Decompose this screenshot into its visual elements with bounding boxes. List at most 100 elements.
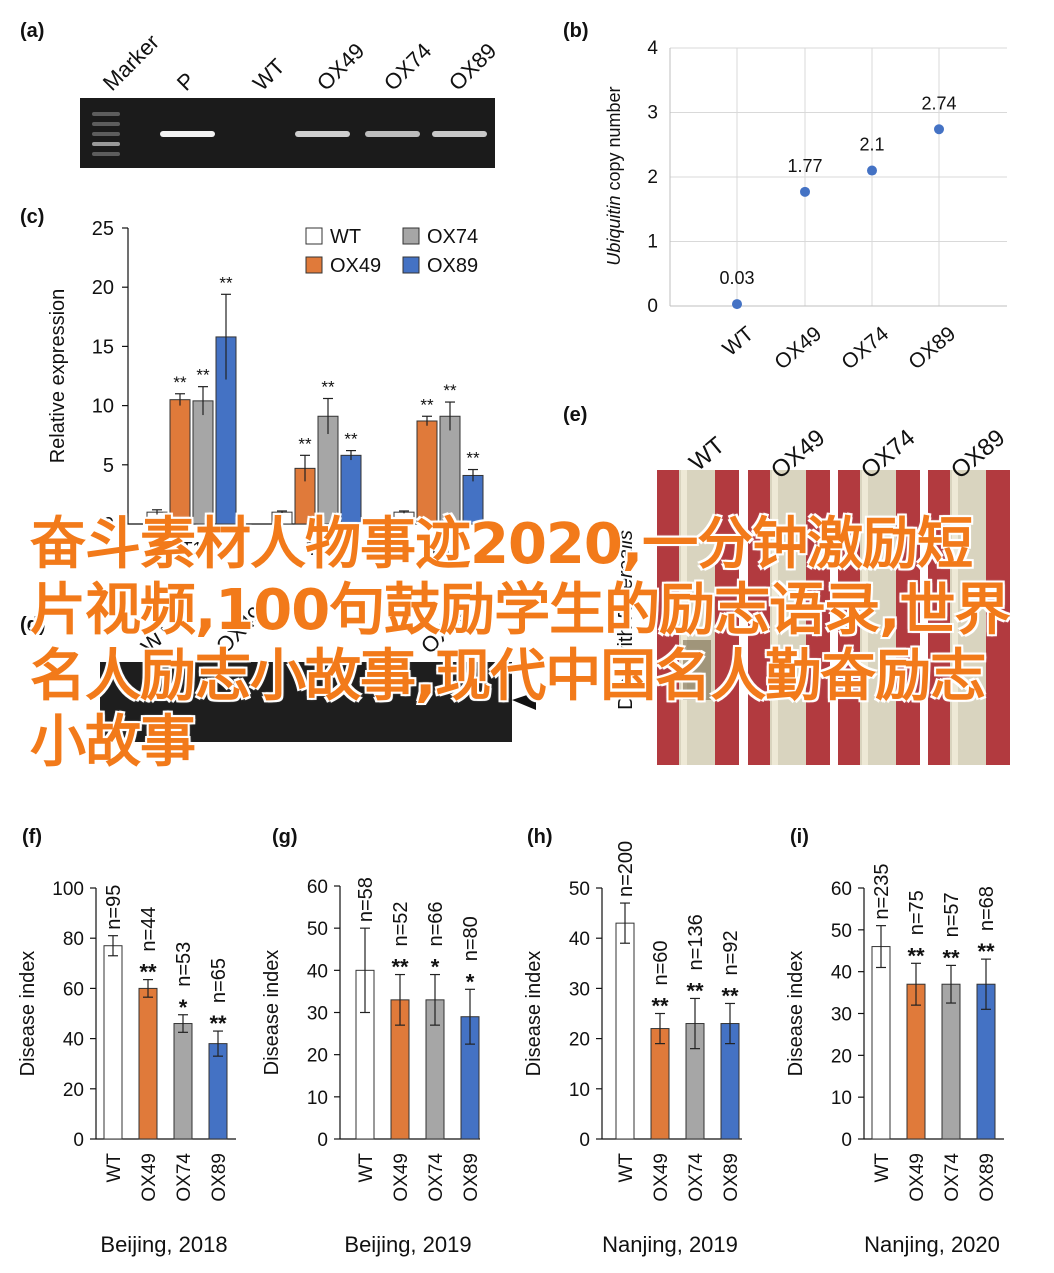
- significance-mark-small: *: [466, 969, 475, 994]
- gel-lane-label: OX89: [444, 38, 501, 95]
- significance-mark-small: **: [686, 978, 704, 1003]
- bar-small: [650, 1028, 670, 1140]
- x-tick-label-small: OX74: [426, 1153, 447, 1202]
- panel-h-label: (h): [527, 826, 553, 848]
- y-axis-label-small: Disease index: [785, 951, 807, 1077]
- significance-mark-c: **: [443, 381, 457, 400]
- significance-mark-small: **: [907, 943, 925, 968]
- x-tick-label-small: OX89: [977, 1153, 998, 1202]
- significance-mark-small: **: [139, 960, 157, 985]
- y-tick-label-small: 20: [569, 1030, 590, 1051]
- y-tick-label-small: 30: [569, 979, 590, 1000]
- chart-title-small: Nanjing, 2020: [864, 1232, 1000, 1257]
- n-label-small: n=235: [871, 863, 893, 919]
- lesion-e: [683, 640, 711, 700]
- y-tick-label-c: 15: [92, 336, 114, 358]
- x-tick-label-small: OX74: [686, 1153, 707, 1202]
- x-tick-label-small: OX89: [721, 1153, 742, 1202]
- y-tick-label-small: 50: [307, 919, 328, 940]
- gel-band: [295, 131, 350, 137]
- x-tick-label-small: OX89: [209, 1153, 230, 1202]
- y-tick-label-small: 100: [52, 879, 84, 900]
- data-label-b: 2.74: [921, 93, 956, 113]
- n-label-small: n=66: [425, 901, 447, 946]
- y-tick-label-small: 40: [307, 961, 328, 982]
- gel-image-d: [100, 662, 512, 742]
- y-tick-label-small: 20: [63, 1080, 84, 1101]
- bar-small: [906, 983, 926, 1140]
- y-tick-label-small: 30: [831, 1005, 852, 1026]
- bar-ox49-c: [416, 420, 438, 525]
- marker-band: [92, 122, 120, 126]
- x-tick-label-small: WT: [872, 1153, 893, 1183]
- bar-ox49-c: [169, 399, 191, 525]
- y-tick-label-small: 0: [317, 1130, 328, 1151]
- data-label-b: 0.03: [719, 268, 754, 288]
- y-axis-label-small: Disease index: [261, 950, 283, 1076]
- n-label-small: n=57: [941, 892, 963, 937]
- gel-lane-label: WT: [248, 54, 290, 96]
- legend-label-c: OX49: [330, 255, 381, 277]
- legend-label-c: OX74: [427, 226, 478, 248]
- significance-mark-small: **: [721, 983, 739, 1008]
- x-group-label-c: T2: [306, 539, 327, 559]
- y-tick-label-small: 60: [63, 979, 84, 1000]
- x-group-label-c: T3: [428, 539, 449, 559]
- n-label-small: n=60: [650, 940, 672, 985]
- significance-mark-small: *: [179, 995, 188, 1020]
- y-tick-label-small: 40: [63, 1030, 84, 1051]
- legend-swatch-c: [402, 256, 420, 274]
- n-label-small: n=75: [906, 890, 928, 935]
- y-tick-label-small: 60: [307, 877, 328, 898]
- x-tick-label-small: OX74: [942, 1153, 963, 1202]
- x-tick-label-b: OX49: [770, 322, 826, 374]
- x-tick-label-small: WT: [104, 1153, 125, 1183]
- y-tick-label-b: 0: [647, 296, 658, 317]
- gel-lane-label: OX74: [379, 38, 436, 95]
- legend-label-c: OX89: [427, 255, 478, 277]
- y-tick-label-small: 40: [569, 929, 590, 950]
- legend-swatch-c: [305, 227, 323, 245]
- data-label-b: 1.77: [787, 156, 822, 176]
- y-tick-label-small: 0: [73, 1130, 84, 1151]
- significance-mark-small: **: [209, 1011, 227, 1036]
- stem-highlight-e: [772, 470, 778, 765]
- panel-b-label: (b): [563, 20, 589, 42]
- n-label-small: n=80: [460, 916, 482, 961]
- significance-mark-small: **: [977, 939, 995, 964]
- significance-mark-small: **: [942, 945, 960, 970]
- y-tick-label-c: 0: [103, 514, 114, 536]
- n-label-small: n=92: [720, 930, 742, 975]
- data-point-b: [732, 299, 742, 310]
- gel-band: [432, 131, 487, 137]
- panel-a-label: (a): [20, 20, 45, 42]
- x-tick-label-b: OX89: [904, 322, 960, 374]
- x-group-label-c: T1: [181, 539, 202, 559]
- x-tick-label-small: OX74: [174, 1153, 195, 1202]
- data-point-b: [867, 165, 877, 176]
- significance-mark-c: **: [219, 273, 233, 292]
- n-label-small: n=68: [976, 886, 998, 931]
- legend-swatch-c: [305, 256, 323, 274]
- data-point-b: [934, 124, 944, 135]
- x-tick-label-b: WT: [718, 322, 758, 361]
- y-tick-label-small: 60: [831, 879, 852, 900]
- marker-band: [92, 112, 120, 116]
- x-tick-label-small: OX49: [907, 1153, 928, 1202]
- bar-ox74-c: [192, 400, 214, 525]
- y-tick-label-b: 4: [647, 38, 658, 59]
- n-label-small: n=52: [390, 901, 412, 946]
- n-label-small: n=44: [138, 907, 160, 952]
- stem-highlight-e: [681, 470, 687, 765]
- significance-mark-small: **: [651, 994, 669, 1019]
- x-tick-label-small: WT: [356, 1153, 377, 1183]
- y-tick-label-small: 10: [307, 1088, 328, 1109]
- legend-label-c: WT: [330, 226, 361, 248]
- chart-title-small: Nanjing, 2019: [602, 1232, 738, 1257]
- y-tick-label-small: 40: [831, 963, 852, 984]
- gel-band: [365, 131, 420, 137]
- gel-lane-label: P: [172, 67, 200, 95]
- chart-title-small: Beijing, 2019: [344, 1232, 471, 1257]
- y-tick-label-small: 10: [569, 1080, 590, 1101]
- significance-mark-c: **: [420, 395, 434, 414]
